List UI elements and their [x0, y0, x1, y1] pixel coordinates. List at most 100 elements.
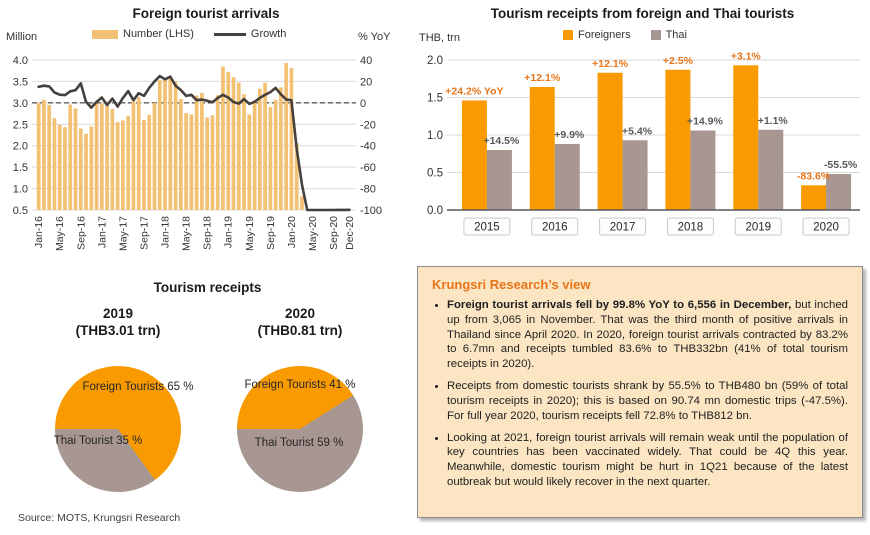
pie-chart-2019 [55, 366, 181, 492]
view-bullet-3-text: Looking at 2021, foreign tourist arrival… [447, 431, 848, 489]
legend-thai-label: Thai [665, 29, 687, 41]
foreigners-swatch-icon [563, 30, 573, 40]
svg-text:-80: -80 [360, 184, 376, 196]
svg-text:Jan-18: Jan-18 [160, 216, 172, 248]
svg-text:-20: -20 [360, 119, 376, 131]
pie-2019-year: 2019 [102, 306, 134, 321]
svg-text:Sep-16: Sep-16 [75, 216, 87, 250]
svg-text:40: 40 [360, 55, 372, 67]
svg-text:May-18: May-18 [181, 216, 193, 251]
view-bullet-2: Receipts from domestic tourists shrank b… [447, 379, 848, 423]
source-note: Source: MOTS, Krungsri Research [18, 512, 181, 524]
svg-text:-40: -40 [360, 141, 376, 153]
pie-2019-thai-label: Thai Tourist 35 % [53, 435, 143, 447]
view-bullet-1-text: but inched up from 3,065 in November. Th… [447, 299, 849, 371]
legend-number-label: Number (LHS) [123, 28, 194, 40]
receipts-legend: Foreigners Thai [563, 29, 687, 41]
svg-text:2019: 2019 [745, 222, 771, 234]
legend-foreigners-label: Foreigners [578, 29, 631, 41]
svg-text:0.5: 0.5 [427, 168, 443, 180]
research-view-list: Foreign tourist arrivals fell by 99.8% Y… [430, 298, 848, 490]
pies-section-title: Tourism receipts [153, 280, 262, 295]
view-bullet-1-bold: Foreign tourist arrivals fell by 99.8% Y… [447, 299, 792, 311]
svg-text:Sep-20: Sep-20 [328, 216, 340, 250]
bar-swatch-icon [92, 29, 118, 39]
pie-2020-thai-label: Thai Tourist 59 % [254, 437, 344, 449]
svg-text:-60: -60 [360, 162, 376, 174]
svg-text:2.0: 2.0 [13, 141, 28, 153]
arrivals-left-axis-unit: Million [6, 31, 38, 43]
view-bullet-2-text: Receipts from domestic tourists shrank b… [447, 380, 848, 422]
svg-text:3.5: 3.5 [13, 76, 28, 88]
svg-text:Jan-17: Jan-17 [96, 216, 108, 248]
arrivals-right-axis-unit: % YoY [358, 31, 391, 43]
svg-text:May-16: May-16 [54, 216, 66, 251]
svg-text:0.5: 0.5 [13, 205, 28, 217]
thai-swatch-icon [650, 30, 661, 40]
receipts-axis-unit: THB, trn [419, 32, 460, 44]
svg-text:Jan-20: Jan-20 [286, 216, 298, 248]
svg-text:-55.5%: -55.5% [824, 159, 858, 171]
svg-text:May-19: May-19 [244, 216, 256, 251]
pie-2020-header: 2020 (THB0.81 trn) [230, 306, 370, 340]
svg-text:2020: 2020 [813, 222, 839, 234]
svg-text:+9.9%: +9.9% [554, 129, 585, 141]
svg-text:Dec-20: Dec-20 [344, 216, 356, 250]
svg-text:1.5: 1.5 [13, 162, 28, 174]
svg-text:Jan-19: Jan-19 [223, 216, 235, 248]
svg-text:20: 20 [360, 76, 372, 88]
svg-text:Jan-16: Jan-16 [33, 216, 45, 248]
svg-text:1.0: 1.0 [427, 130, 443, 142]
svg-text:2016: 2016 [542, 222, 568, 234]
legend-item-growth: Growth [213, 28, 287, 40]
svg-text:May-17: May-17 [117, 216, 129, 251]
svg-text:2017: 2017 [610, 222, 636, 234]
receipts-chart-title: Tourism receipts from foreign and Thai t… [490, 6, 795, 21]
svg-text:Sep-19: Sep-19 [265, 216, 277, 250]
arrivals-chart-title: Foreign tourist arrivals [132, 6, 280, 21]
pie-2019-total: (THB3.01 trn) [75, 322, 161, 338]
svg-text:0.0: 0.0 [427, 205, 443, 217]
svg-text:+5.4%: +5.4% [622, 125, 653, 137]
pie-2020-foreign-label: Foreign Tourists 41 % [244, 379, 356, 391]
svg-text:2.0: 2.0 [427, 55, 443, 67]
research-view-box: Krungsri Research’s view Foreign tourist… [417, 266, 863, 518]
pies-panel: Tourism receipts 2019 (THB3.01 trn) 2020… [0, 268, 415, 508]
receipts-plot: 2.0 1.5 1.0 0.5 0.0 +24.2% YoY +14.5% 2015 +12.1… [427, 52, 860, 236]
legend-item-foreigners: Foreigners [563, 29, 631, 41]
pie-2020-total: (THB0.81 trn) [257, 322, 343, 338]
svg-text:+12.1%: +12.1% [592, 58, 629, 70]
svg-text:+12.1%: +12.1% [524, 72, 561, 84]
svg-text:+1.1%: +1.1% [758, 115, 789, 127]
svg-text:Sep-18: Sep-18 [202, 216, 214, 250]
svg-text:+14.9%: +14.9% [687, 116, 724, 128]
view-bullet-1: Foreign tourist arrivals fell by 99.8% Y… [447, 298, 848, 372]
svg-text:2015: 2015 [474, 222, 500, 234]
pie-2019-foreign-label: Foreign Tourists 65 % [82, 381, 194, 393]
legend-item-thai: Thai [650, 29, 687, 41]
line-swatch-icon [213, 32, 246, 36]
legend-item-number: Number (LHS) [92, 28, 194, 40]
pie-2019-header: 2019 (THB3.01 trn) [48, 306, 188, 340]
legend-growth-label: Growth [250, 28, 287, 40]
svg-text:May-20: May-20 [307, 216, 319, 251]
view-bullet-3: Looking at 2021, foreign tourist arrival… [447, 431, 848, 490]
svg-text:-83.6%: -83.6% [797, 170, 831, 182]
pie-2020-year: 2020 [284, 306, 316, 321]
svg-text:1.0: 1.0 [13, 184, 28, 196]
svg-text:-100: -100 [360, 205, 382, 217]
svg-text:Sep-17: Sep-17 [138, 216, 150, 250]
arrivals-plot: 4.0 40 3.5 20 3.0 0 2.5 -20 2.0 -40 1.5 -60 1.0 -80 0.… [13, 55, 382, 251]
svg-text:0: 0 [360, 98, 366, 110]
svg-text:+24.2% YoY: +24.2% YoY [445, 86, 503, 98]
svg-text:+14.5%: +14.5% [483, 135, 520, 147]
arrivals-legend: Number (LHS) Growth [92, 28, 286, 40]
svg-text:4.0: 4.0 [13, 55, 28, 67]
svg-text:3.0: 3.0 [13, 98, 28, 110]
svg-text:2.5: 2.5 [13, 119, 28, 131]
svg-text:2018: 2018 [678, 222, 704, 234]
receipts-chart-panel: Tourism receipts from foreign and Thai t… [415, 0, 870, 262]
arrivals-chart-panel: Foreign tourist arrivals Million % YoY N… [0, 0, 412, 262]
research-view-heading: Krungsri Research’s view [432, 277, 591, 292]
